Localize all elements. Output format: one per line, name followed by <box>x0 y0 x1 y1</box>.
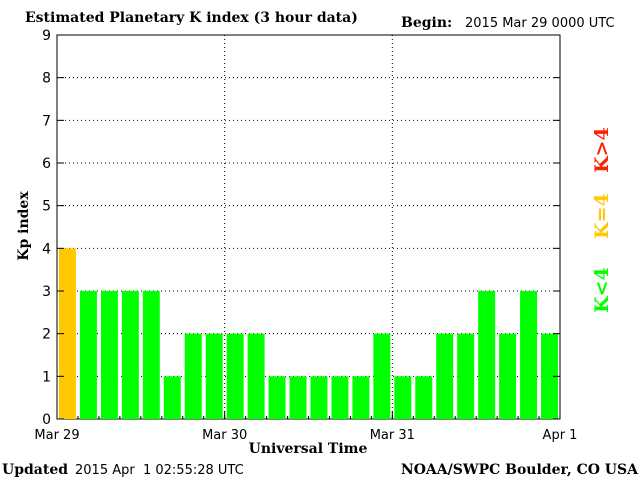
updated-label: Updated <box>2 462 68 478</box>
y-tick-label: 8 <box>42 71 51 87</box>
legend-low: K<4 <box>591 267 613 313</box>
y-tick-label: 5 <box>42 199 51 215</box>
y-tick-label: 2 <box>42 327 51 343</box>
x-tick-label: Mar 29 <box>34 428 79 443</box>
updated-value: 2015 Apr 1 02:55:28 UTC <box>75 463 244 478</box>
credit-text: NOAA/SWPC Boulder, CO USA <box>401 462 639 478</box>
bar <box>142 291 160 419</box>
y-tick-label: 7 <box>42 113 51 129</box>
y-axis-label: Kp index <box>16 191 32 261</box>
bar <box>184 333 202 419</box>
plot-area: 0 1 2 3 4 5 6 7 8 9 Mar 29 Mar 30 Mar 31 Apr 1 <box>34 28 577 443</box>
y-tick-label: 0 <box>42 412 51 428</box>
y-tick-label: 1 <box>42 369 51 385</box>
x-tick-label: Mar 31 <box>370 428 415 443</box>
bar <box>205 333 223 419</box>
bar <box>394 376 412 419</box>
bar <box>268 376 286 419</box>
bar <box>352 376 370 419</box>
bar <box>457 333 475 419</box>
begin-value: 2015 Mar 29 0000 UTC <box>465 16 615 31</box>
bar <box>373 333 391 419</box>
begin-label: Begin: <box>401 15 452 31</box>
bar <box>121 291 139 419</box>
x-tick-label: Mar 30 <box>202 428 247 443</box>
bar <box>79 291 97 419</box>
bar <box>331 376 349 419</box>
legend-mid: K=4 <box>591 193 613 239</box>
x-tick-label: Apr 1 <box>543 428 578 443</box>
bar <box>541 333 558 419</box>
bar <box>310 376 328 419</box>
y-tick-label: 3 <box>42 284 51 300</box>
bar <box>100 291 118 419</box>
bar <box>436 333 454 419</box>
bar <box>163 376 181 419</box>
bar <box>289 376 307 419</box>
y-tick-label: 9 <box>42 28 51 44</box>
x-axis-label: Universal Time <box>249 441 368 457</box>
bar <box>226 333 244 419</box>
y-tick-label: 6 <box>42 156 51 172</box>
chart-title: Estimated Planetary K index (3 hour data… <box>25 10 358 26</box>
bar <box>520 291 538 419</box>
y-tick-label: 4 <box>42 241 51 257</box>
bar <box>247 333 265 419</box>
bar <box>415 376 433 419</box>
bar <box>499 333 517 419</box>
bar <box>478 291 496 419</box>
legend-high: K>4 <box>591 127 613 173</box>
